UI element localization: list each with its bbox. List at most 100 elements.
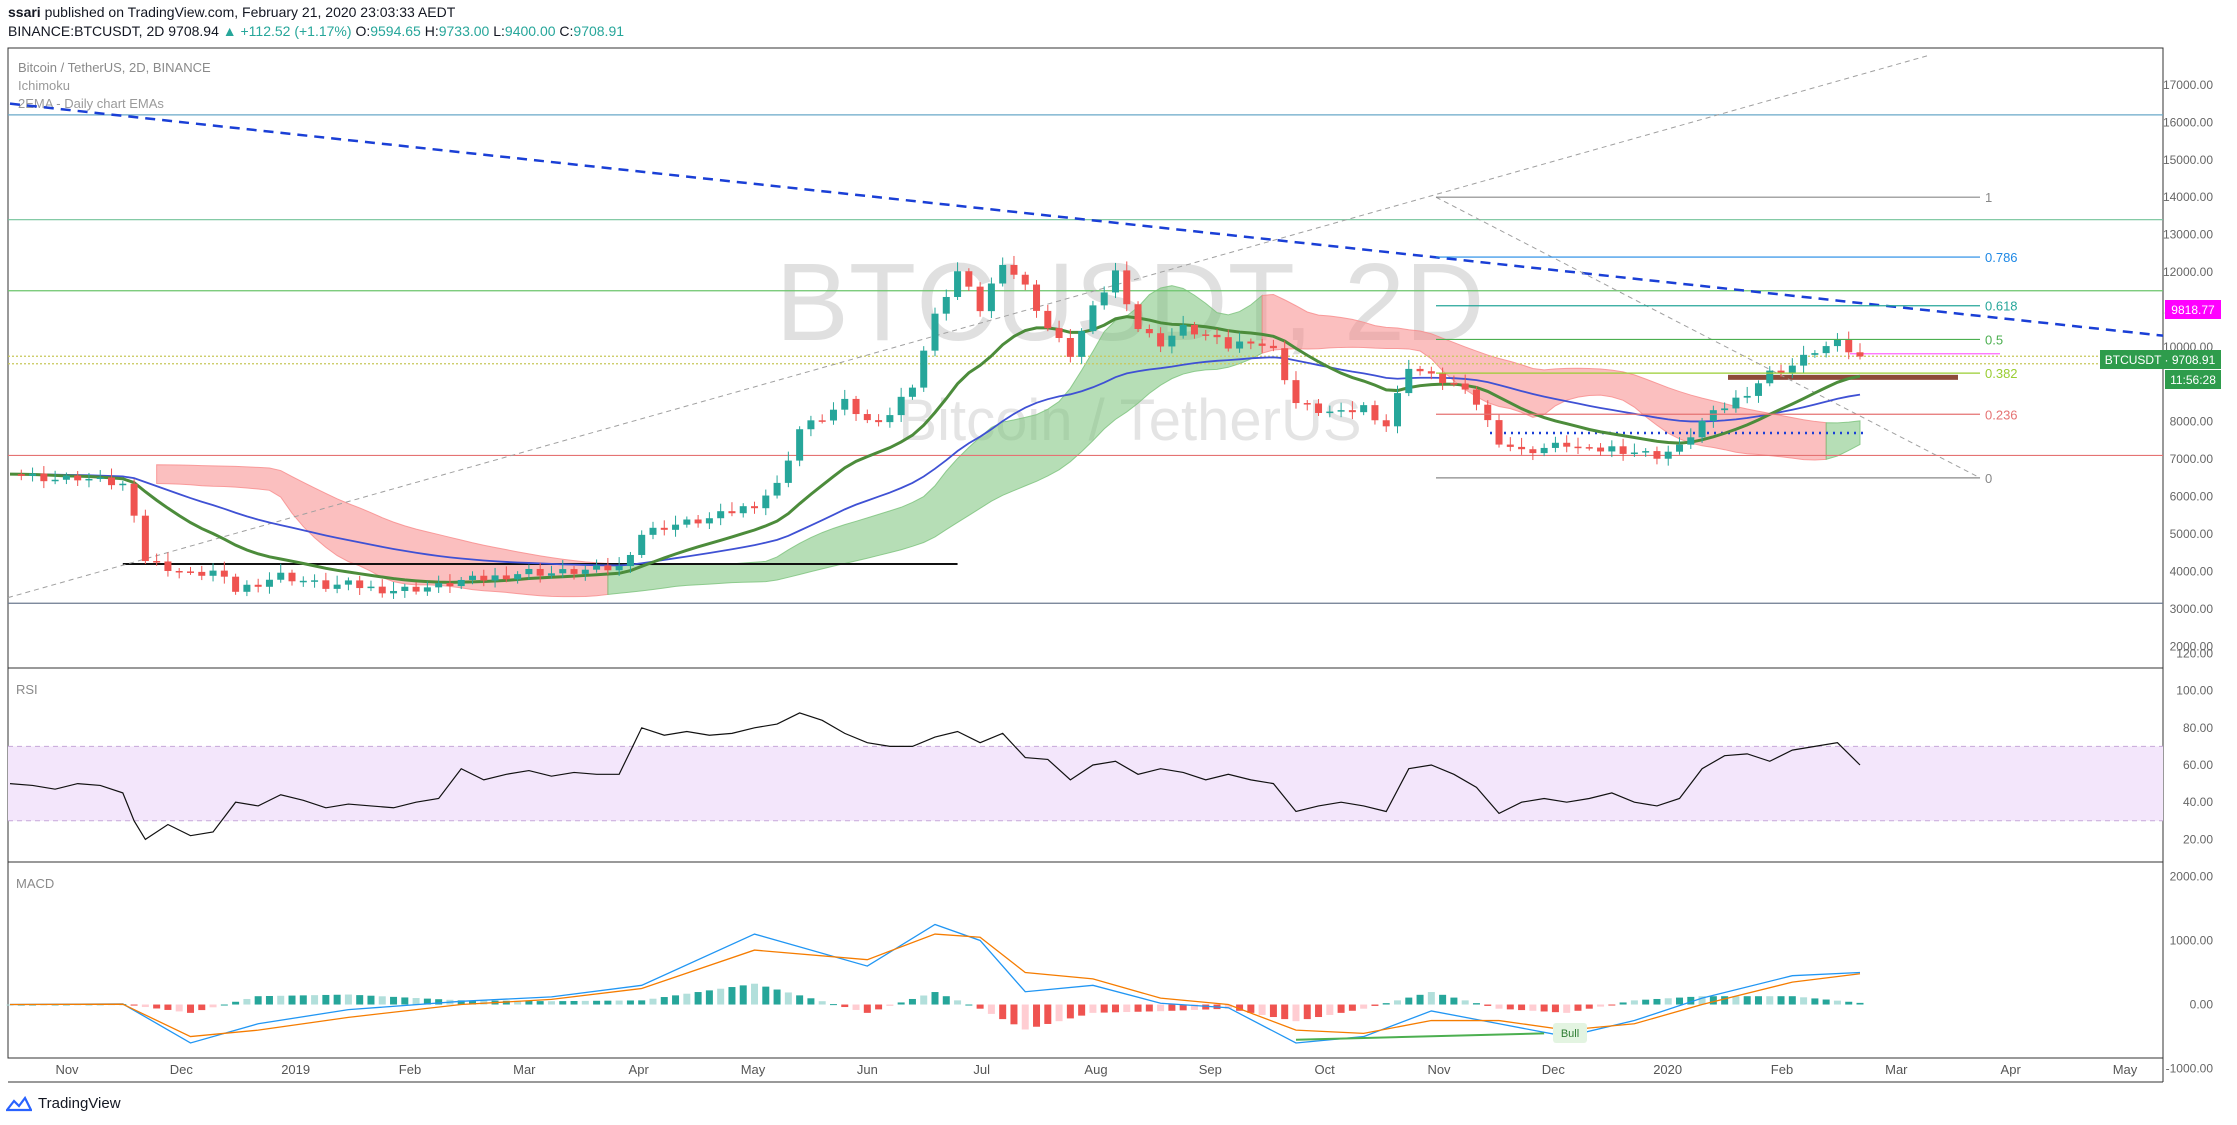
candle-body xyxy=(1315,403,1323,413)
macd-histogram-bar xyxy=(1450,997,1458,1005)
macd-histogram-bar xyxy=(1066,1004,1074,1019)
candle-body xyxy=(1202,334,1210,336)
candle-body xyxy=(1247,341,1255,344)
macd-histogram-bar xyxy=(1224,1004,1232,1009)
ohlc-bar: BINANCE:BTCUSDT, 2D 9708.94 ▲ +112.52 (+… xyxy=(8,23,624,39)
candle-body xyxy=(435,583,443,588)
price-tick-label: 12000.00 xyxy=(2163,265,2213,279)
macd-histogram-bar xyxy=(1269,1004,1277,1018)
tradingview-footer[interactable]: TradingView xyxy=(6,1095,121,1112)
macd-histogram-bar xyxy=(175,1004,183,1012)
candle-body xyxy=(1394,393,1401,427)
candle-body xyxy=(694,519,702,524)
candle-body xyxy=(74,475,82,481)
fib-level-label: 0.618 xyxy=(1985,299,2018,314)
candle-body xyxy=(1800,354,1808,366)
candle-body xyxy=(875,420,883,423)
macd-histogram-bar xyxy=(1292,1004,1300,1022)
macd-histogram-bar xyxy=(1743,996,1751,1005)
macd-histogram-bar xyxy=(672,995,680,1005)
candle-body xyxy=(559,569,567,574)
macd-histogram-bar xyxy=(1360,1004,1368,1009)
rsi-label: RSI xyxy=(16,682,38,697)
candle-body xyxy=(1281,348,1289,381)
candle-body xyxy=(119,483,127,486)
candle-body xyxy=(96,477,104,480)
macd-histogram-bar xyxy=(141,1004,149,1008)
macd-histogram-bar xyxy=(1405,997,1413,1005)
candle-body xyxy=(1089,305,1097,332)
candle-body xyxy=(1450,383,1458,385)
macd-histogram-bar xyxy=(1721,996,1729,1005)
candle-body xyxy=(987,283,995,312)
price-tick-label: 5000.00 xyxy=(2170,527,2214,541)
candle-body xyxy=(965,271,973,287)
open-value: 9594.65 xyxy=(370,23,421,39)
macd-histogram-bar xyxy=(796,995,804,1005)
candle-body xyxy=(164,561,172,571)
time-tick-label: Nov xyxy=(1427,1062,1451,1077)
candle-body xyxy=(1687,437,1695,445)
candle-body xyxy=(604,565,612,571)
macd-histogram-bar xyxy=(1777,996,1785,1005)
macd-histogram-bar xyxy=(1134,1004,1142,1012)
candle-body xyxy=(1551,442,1559,448)
macd-histogram-bar xyxy=(186,1004,194,1013)
macd-histogram-bar xyxy=(931,992,939,1005)
macd-histogram-bar xyxy=(886,1004,894,1006)
candle-body xyxy=(108,477,116,486)
candle-body xyxy=(1100,292,1108,306)
candle-body xyxy=(1371,405,1379,421)
candle-body xyxy=(1619,446,1627,454)
legend-ema[interactable]: 2EMA - Daily chart EMAs xyxy=(18,96,164,111)
candle-body xyxy=(1055,328,1063,338)
macd-histogram-bar xyxy=(954,1000,962,1005)
time-tick-label: Jun xyxy=(857,1062,878,1077)
macd-histogram-bar xyxy=(265,995,273,1005)
macd-histogram-bar xyxy=(412,998,420,1005)
macd-histogram-bar xyxy=(1540,1004,1548,1012)
candle-body xyxy=(525,568,533,575)
price-tick-label: 16000.00 xyxy=(2163,115,2213,129)
price-tick-label: 3000.00 xyxy=(2170,602,2214,616)
rsi-tick-label: 120.00 xyxy=(2176,646,2213,660)
macd-histogram-bar xyxy=(390,996,398,1005)
candle-body xyxy=(728,511,736,514)
time-axis[interactable]: Nov Dec 2019 Feb Mar Apr May Jun Jul Aug Sep Oct Nov… xyxy=(55,1062,2137,1077)
legend-ichimoku[interactable]: Ichimoku xyxy=(18,78,70,93)
macd-histogram-bar xyxy=(1348,1004,1356,1011)
candle-body xyxy=(920,350,928,388)
candle-body xyxy=(773,482,781,496)
macd-histogram-bar xyxy=(469,1000,476,1005)
author-name[interactable]: ssari xyxy=(8,4,41,20)
macd-histogram-bar xyxy=(818,1001,826,1005)
tradingview-logo-icon xyxy=(6,1095,32,1111)
price-axis[interactable]: 17000.00 16000.00 15000.00 14000.00 13000.00… xyxy=(2163,78,2213,653)
candle-body xyxy=(581,569,589,574)
candle-body xyxy=(1518,446,1526,450)
price-tick-label: 17000.00 xyxy=(2163,78,2213,92)
candle-body xyxy=(593,565,601,570)
macd-histogram-bar xyxy=(1642,999,1650,1005)
macd-histogram-bar xyxy=(198,1004,206,1011)
candle-body xyxy=(739,506,747,514)
time-tick-label: Dec xyxy=(1542,1062,1566,1077)
trend-lines[interactable] xyxy=(7,54,2164,599)
candle-body xyxy=(1078,331,1086,357)
fib-diagonal-guide xyxy=(1435,196,1981,479)
fibonacci-retracement[interactable]: 1 0.786 0.618 0.5 0.382 0.236 0 xyxy=(1436,190,2018,486)
candle-body xyxy=(333,584,341,589)
fib-level-label: 0.236 xyxy=(1985,407,2018,422)
candle-body xyxy=(514,574,522,580)
candle-body xyxy=(751,506,759,509)
candle-body xyxy=(1563,442,1571,447)
candle-body xyxy=(1484,404,1492,421)
macd-histogram-bar xyxy=(965,1004,973,1006)
macd-histogram-bar xyxy=(1010,1004,1018,1025)
macd-histogram-bar xyxy=(897,1002,905,1005)
rsi-tick-label: 40.00 xyxy=(2183,795,2213,809)
candle-body xyxy=(51,479,59,482)
fib-level-label: 1 xyxy=(1985,190,1992,205)
candle-body xyxy=(660,527,668,530)
